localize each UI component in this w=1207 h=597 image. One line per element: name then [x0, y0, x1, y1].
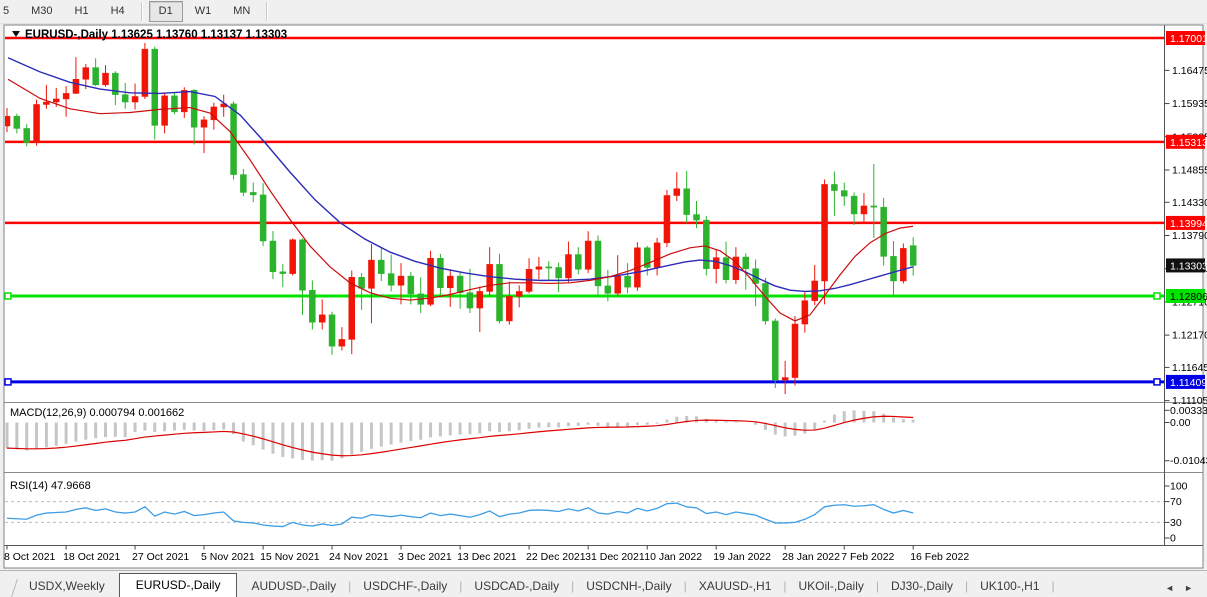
rsi-axis-label: 100 [1170, 481, 1188, 493]
chart-tab-audusd-daily[interactable]: AUDUSD-,Daily [251, 579, 337, 593]
x-axis-date-label: 27 Oct 2021 [132, 551, 189, 563]
x-axis-date-label: 15 Nov 2021 [260, 551, 320, 563]
macd-axis-label: 0.00 [1170, 417, 1191, 429]
x-axis-date-label: 7 Feb 2022 [841, 551, 894, 563]
rsi-label: RSI(14) 47.9668 [10, 480, 91, 492]
timeframe-button-h1[interactable]: H1 [74, 5, 89, 17]
chart-title: EURUSD-,Daily 1.13625 1.13760 1.13137 1.… [25, 29, 287, 41]
toolbar-separator [140, 2, 143, 21]
tab-scroll-right-icon[interactable]: ► [1184, 583, 1193, 593]
x-axis-date-label: 10 Jan 2022 [644, 551, 702, 563]
line-drag-handle[interactable] [4, 378, 12, 386]
timeframe-button-w1[interactable]: W1 [194, 5, 212, 17]
x-axis-date-label: 28 Jan 2022 [782, 551, 840, 563]
x-axis-date-label: 16 Feb 2022 [910, 551, 969, 563]
x-axis-date-label: 5 Nov 2021 [201, 551, 255, 563]
timeframe-button-h4[interactable]: H4 [110, 5, 125, 17]
x-axis-date-label: 19 Jan 2022 [713, 551, 771, 563]
chart-tab-eurusd-daily[interactable]: EURUSD-,Daily [118, 573, 238, 597]
tab-separator: | [571, 579, 575, 593]
y-axis-label: 1.13790 [1172, 230, 1207, 242]
price-badge [1166, 258, 1205, 273]
price-badge-label: 1.12806 [1170, 291, 1207, 303]
price-badge-label: 1.17001 [1170, 33, 1207, 45]
chart-tab-xauusd-h1[interactable]: XAUUSD-,H1 [698, 579, 772, 593]
chart-tab-usdcad-daily[interactable]: USDCAD-,Daily [474, 579, 560, 593]
chart-tab-usdchf-daily[interactable]: USDCHF-,Daily [363, 579, 448, 593]
moving-averages [7, 57, 914, 322]
x-axis-date-label: 8 Oct 2021 [4, 551, 56, 563]
y-axis-label: 1.14855 [1172, 164, 1207, 176]
x-axis-date-label: 31 Dec 2021 [585, 551, 645, 563]
tab-separator: | [459, 579, 463, 593]
price-badge-label: 1.11409 [1170, 377, 1207, 389]
chart-tabs-bar: USDX,Weekly EURUSD-,Daily AUDUSD-,Daily | US… [0, 570, 1207, 597]
chart-tab-usdx-weekly[interactable]: USDX,Weekly [29, 579, 105, 593]
tab-separator: | [965, 579, 969, 593]
price-badge-label: 1.13303 [1170, 260, 1207, 272]
price-badge-label: 1.13994 [1170, 218, 1207, 230]
price-badge [1166, 288, 1205, 303]
tab-scroll-controls: ◄ ► [1165, 583, 1207, 597]
y-axis-label: 1.11105 [1172, 395, 1207, 407]
rsi-pane [5, 501, 1164, 528]
rsi-axis-label: 30 [1170, 517, 1182, 529]
chart-title-dropdown-icon[interactable] [12, 31, 20, 37]
chart-tab-dj30-daily[interactable]: DJ30-,Daily [890, 579, 953, 593]
y-axis-label: 1.14330 [1172, 197, 1207, 209]
line-drag-handle[interactable] [4, 292, 12, 300]
macd-axis-label: -0.01043 [1170, 455, 1207, 467]
price-badge [1166, 134, 1205, 149]
timeframe-button-m30[interactable]: M30 [31, 5, 53, 17]
tab-separator: | [683, 579, 687, 593]
price-badge [1166, 374, 1205, 389]
macd-label: MACD(12,26,9) 0.000794 0.001662 [10, 407, 184, 419]
rsi-axis-label: 0 [1170, 533, 1176, 545]
price-badge [1166, 215, 1205, 230]
tab-separator: | [875, 579, 879, 593]
tab-separator: | [783, 579, 787, 593]
x-axis-date-label: 18 Oct 2021 [63, 551, 120, 563]
x-axis-date-label: 3 Dec 2021 [398, 551, 452, 563]
chart-window[interactable]: 1.164751.159351.153951.148551.143301.137… [0, 24, 1207, 570]
price-badge-label: 1.15313 [1170, 137, 1207, 149]
x-axis-date-label: 22 Dec 2021 [526, 551, 586, 563]
chart-tab-ukoil-daily[interactable]: UKOil-,Daily [798, 579, 864, 593]
price-badges: 1.17001 1.15313 1.13994 1.13303 1.12806 1.114… [1166, 31, 1207, 389]
tab-scroll-left-icon[interactable]: ◄ [1165, 583, 1175, 593]
y-axis-label: 1.12170 [1172, 330, 1207, 342]
timeframe-toolbar: 5 M30 H1 H4 D1 W1 MN [0, 0, 1207, 24]
x-axis-date-label: 24 Nov 2021 [329, 551, 389, 563]
tab-separator: | [348, 579, 352, 593]
macd-pane [5, 410, 915, 461]
timeframe-button-mn[interactable]: MN [233, 5, 251, 17]
toolbar-separator [266, 2, 269, 21]
tab-separator: | [1051, 579, 1055, 593]
y-axis-label: 1.11645 [1172, 362, 1207, 374]
x-axis-date-label: 13 Dec 2021 [457, 551, 517, 563]
line-drag-handle[interactable] [1153, 292, 1161, 300]
tabbar-lead-decoration [0, 579, 18, 597]
y-axis-label: 1.16475 [1172, 65, 1207, 77]
chart-tab-usdcnh-daily[interactable]: USDCNH-,Daily [586, 579, 672, 593]
chart-tab-uk100-h1[interactable]: UK100-,H1 [980, 579, 1040, 593]
timeframe-button-d1[interactable]: D1 [148, 1, 183, 22]
price-badge [1166, 31, 1205, 45]
line-drag-handle[interactable] [1153, 378, 1161, 386]
chart-canvas[interactable]: 1.164751.159351.153951.148551.143301.137… [0, 24, 1207, 570]
rsi-axis-label: 70 [1170, 496, 1182, 508]
macd-axis-label: 0.003331 [1170, 405, 1207, 417]
y-axis-label: 1.15935 [1172, 98, 1207, 110]
horizontal-levels[interactable] [4, 36, 1164, 386]
timeframe-button-5[interactable]: 5 [3, 5, 10, 17]
